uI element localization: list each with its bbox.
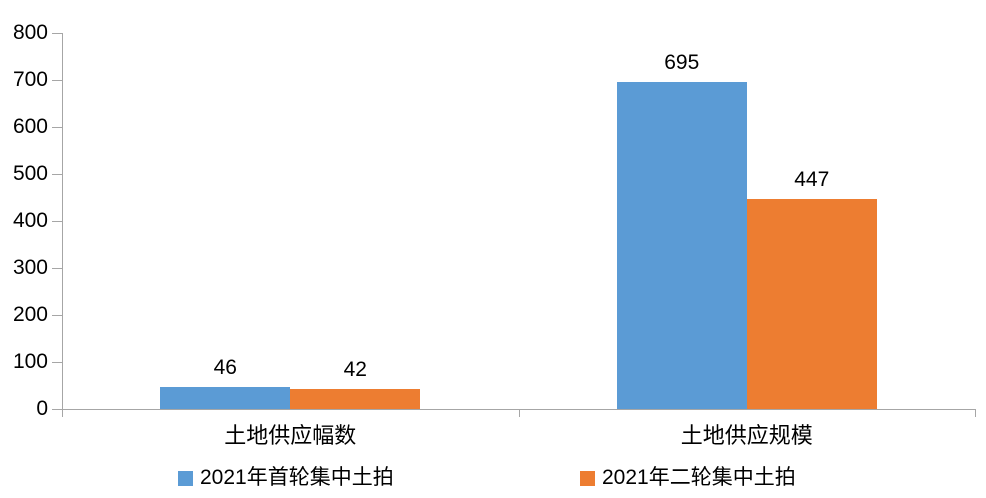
- y-tick-mark: [52, 221, 62, 222]
- y-tick-label: 200: [12, 303, 48, 326]
- y-tick-label: 0: [36, 397, 48, 420]
- y-tick-mark: [52, 315, 62, 316]
- legend-swatch-series2: [580, 470, 595, 486]
- bar-value-label: 447: [794, 167, 830, 191]
- bar-series1: [160, 387, 291, 409]
- legend-label: 2021年二轮集中土拍: [602, 466, 796, 489]
- y-tick-mark: [52, 174, 62, 175]
- legend-item: 2021年首轮集中土拍: [178, 466, 394, 490]
- bar-series1: [616, 82, 747, 409]
- y-tick-mark: [52, 127, 62, 128]
- y-tick-label: 300: [12, 256, 48, 279]
- bar-value-label: 46: [213, 356, 237, 380]
- bar-series2: [746, 198, 877, 409]
- legend-label: 2021年首轮集中土拍: [200, 466, 394, 489]
- legend-swatch-series1: [178, 470, 193, 486]
- y-tick-label: 400: [12, 209, 48, 232]
- y-tick-label: 700: [12, 68, 48, 91]
- legend-item: 2021年二轮集中土拍: [580, 466, 796, 490]
- x-tick-mark: [975, 409, 976, 417]
- bar-value-label: 695: [664, 51, 700, 75]
- y-axis-line: [62, 33, 63, 417]
- y-tick-label: 500: [12, 162, 48, 185]
- x-tick-mark: [518, 409, 520, 417]
- category-label: 土地供应规模: [680, 423, 813, 448]
- y-tick-label: 800: [12, 21, 48, 44]
- y-tick-mark: [52, 409, 62, 410]
- bar-value-label: 42: [343, 358, 367, 382]
- y-tick-mark: [52, 362, 62, 363]
- y-tick-mark: [52, 268, 62, 269]
- y-tick-label: 600: [12, 115, 48, 138]
- y-tick-label: 100: [12, 350, 48, 373]
- bar-series2: [290, 389, 421, 409]
- category-label: 土地供应幅数: [224, 423, 357, 448]
- y-tick-mark: [52, 33, 62, 34]
- y-tick-mark: [52, 80, 62, 81]
